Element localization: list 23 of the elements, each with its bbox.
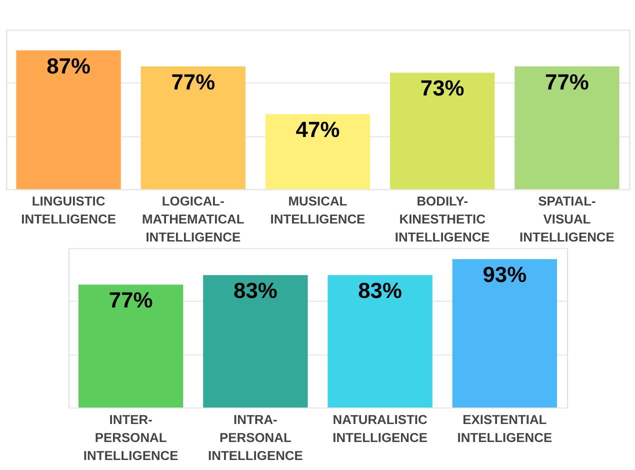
- bar: [514, 66, 620, 190]
- x-tick-label: EXISTENTIAL INTELLIGENCE: [457, 412, 552, 445]
- x-tick-label: INTER-PERSONAL INTELLIGENCE: [83, 412, 179, 463]
- data-label: 83%: [234, 278, 278, 303]
- bar: [140, 66, 246, 190]
- x-tick-label: MUSICAL INTELLIGENCE: [270, 194, 366, 227]
- x-tick-label: LOGICAL-MATHEMATICAL INTELLIGENCE: [142, 194, 244, 244]
- x-tick-label: LINGUISTIC INTELLIGENCE: [21, 194, 116, 227]
- data-label: 77%: [545, 69, 589, 94]
- x-tick-label: SPATIAL-VISUAL INTELLIGENCE: [520, 194, 615, 244]
- data-label: 87%: [46, 53, 90, 78]
- data-label: 83%: [358, 278, 402, 303]
- data-label: 77%: [171, 69, 216, 94]
- bar: [265, 114, 370, 190]
- bar: [390, 72, 495, 190]
- data-label: 47%: [296, 117, 340, 142]
- x-tick-label: NATURALISTIC INTELLIGENCE: [332, 412, 428, 445]
- data-label: 73%: [420, 76, 464, 101]
- data-label: 77%: [108, 288, 153, 313]
- bar: [16, 50, 121, 190]
- data-label: 93%: [482, 262, 527, 288]
- x-tick-label: BODILY-KINESTHETIC INTELLIGENCE: [394, 194, 490, 244]
- x-tick-label: INTRA-PERSONAL INTELLIGENCE: [208, 412, 304, 463]
